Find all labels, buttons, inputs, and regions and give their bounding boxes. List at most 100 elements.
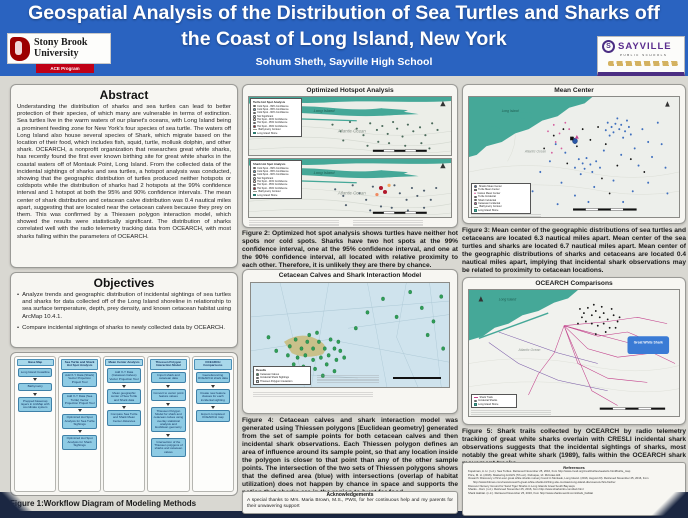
reference-item: Kopelman, A. H. (n.d.). Sea Turtles. Ret… xyxy=(468,469,631,473)
trail-marker xyxy=(474,397,478,398)
cetacean-marker xyxy=(474,202,477,205)
contour-marker xyxy=(253,129,257,131)
shore-marker xyxy=(474,209,477,212)
objective-1-text: Analyze trends and geographic distributi… xyxy=(22,292,231,320)
author-byline: Sohum Sheth, Sayville High School xyxy=(255,56,433,68)
workflow-header: OCEARCH Comparisons xyxy=(194,359,232,370)
south-fork xyxy=(380,170,419,178)
scale-bar-segment xyxy=(405,149,417,152)
notsig-marker xyxy=(253,177,256,180)
legend-label: Cold Spot - 99% Confidence xyxy=(257,104,289,108)
stony-brook-shield-icon xyxy=(10,36,30,61)
scale-bar-segment xyxy=(383,149,395,152)
shore-marker xyxy=(474,403,477,406)
scale-bar xyxy=(393,376,441,379)
legend-label: Hot Spot - 99% Confidence xyxy=(257,186,288,190)
shark-legend: Shark Hot Spot Analysis Cold Spot - 99% … xyxy=(250,160,302,199)
arrow-down-icon xyxy=(122,384,127,388)
acknowledgements-panel: Acknowledgements A special thanks to Mrs… xyxy=(242,491,458,514)
legend-label: Cold Spot - 90% Confidence xyxy=(257,173,289,177)
cold90-marker xyxy=(253,173,256,177)
arrow-down-icon xyxy=(210,405,215,409)
legend-label: Cold Spot - 99% Confidence xyxy=(257,166,289,170)
map-callout-box xyxy=(627,336,670,355)
workflow-header: Thiessen Polygon Interaction Model xyxy=(149,359,188,370)
ocearch-legend: Shark Trails Incidental Sharks Long Isla… xyxy=(471,393,517,408)
north-arrow-icon xyxy=(440,162,446,169)
island-blob xyxy=(488,126,500,132)
ocearch-map-graphic: Great White Shark Long Island Atlantic O… xyxy=(469,290,679,410)
scale-bar-segment xyxy=(585,208,599,211)
objectives-panel: Objectives • Analyze trends and geograph… xyxy=(10,272,238,348)
legend-label: Not Significant xyxy=(257,114,274,118)
callout-label-line1: Great White Shark xyxy=(634,340,663,344)
ocean-label: Atlantic Ocean xyxy=(337,191,367,196)
ace-program-banner: ACE Program xyxy=(36,64,94,73)
shark-trail-lines xyxy=(528,317,676,406)
ocean-label: Atlantic Ocean xyxy=(518,348,541,352)
notsig-marker xyxy=(253,115,256,118)
stony-brook-name-line2: University xyxy=(34,47,79,59)
hot99-marker xyxy=(253,187,256,190)
workflow-step: Long Island Coastline xyxy=(18,368,53,377)
workflow-header: Base Map xyxy=(16,359,54,367)
interaction-model-map: Results Cetacean Calves Incidental Shark… xyxy=(250,282,450,388)
shark-hotspot-dots xyxy=(375,183,391,197)
workflow-step: Add X-Y Data (Cetacean Calves) Vector Pr… xyxy=(106,368,142,384)
island-blob xyxy=(516,112,534,119)
turtle-legend-title: Turtle Hot Spot Analysis xyxy=(253,100,286,104)
legend-label: Cold Spot - 95% Confidence xyxy=(257,107,289,111)
references-heading: References xyxy=(563,465,585,470)
mean-center-map: Long Island Atlantic Ocean Sharks Mean C… xyxy=(468,96,680,218)
legend-label: Long Island Shore xyxy=(478,402,499,406)
hot95-marker xyxy=(253,121,256,125)
legend-label: Bathymetry Contour xyxy=(479,205,502,209)
north-arrow-icon xyxy=(665,101,670,107)
ocean-label: Atlantic Ocean xyxy=(524,150,546,154)
scale-bar-segment xyxy=(405,211,417,214)
abstract-body: Understanding the distribution of sharks… xyxy=(17,104,231,240)
workflow-header: Mean Center Analysis xyxy=(105,359,143,367)
map-credits-text xyxy=(249,220,339,226)
hot99-marker xyxy=(253,125,256,128)
title-banner: Geospatial Analysis of the Distribution … xyxy=(0,0,688,76)
turtle-hotspot-map: Long Island Atlantic Ocean Turtle Hot Sp… xyxy=(248,96,452,156)
turtle-legend: Turtle Hot Spot Analysis Cold Spot - 99%… xyxy=(250,98,302,137)
arrow-down-icon xyxy=(166,402,171,406)
incidental-marker xyxy=(474,399,477,403)
acknowledgements-heading: Acknowledgements xyxy=(326,492,374,498)
island-label: Long Island xyxy=(499,297,517,301)
photo-corner-shadow xyxy=(0,492,40,518)
workflow-step: Bathymetry xyxy=(18,382,53,392)
reference-item: Price, M. H. (2016). Mastering ArcGIS (7… xyxy=(468,472,561,477)
cetacean-incidental-dots xyxy=(547,121,571,154)
mean-center-markers xyxy=(570,135,579,144)
legend-label: Shark Incidental xyxy=(478,198,497,202)
legend-label: Cetacean Incidental xyxy=(478,201,501,205)
legend-label: Bathymetry Contour xyxy=(258,190,281,194)
sayville-subtitle: PUBLIC SCHOOLS xyxy=(620,53,668,57)
figure2-caption: Figure 2: Optimized hot spot analysis sh… xyxy=(242,230,458,269)
workflow-column-meancenter: Mean Center Analysis Add X-Y Data (Cetac… xyxy=(102,356,146,492)
objective-item: • Compare incidental sightings of sharks… xyxy=(11,323,237,334)
legend-label: Calves Mean Center xyxy=(477,191,501,195)
figure2-title: Optimized Hotspot Analysis xyxy=(306,87,394,94)
arrow-down-icon xyxy=(77,409,82,413)
sayville-monogram-icon: S xyxy=(602,40,615,53)
legend-label: Incidental Shark Sightings xyxy=(260,376,289,380)
shark-legend-title: Shark Hot Spot Analysis xyxy=(253,162,286,166)
arrow-down-icon xyxy=(33,392,38,396)
workflow-step: Prepped basemap layers in ArcMap with co… xyxy=(18,397,53,413)
workflow-step: Compare Sea Turtle and Shark Mean Center… xyxy=(106,410,142,426)
secondary-trail-lines xyxy=(488,331,608,392)
incidental-shark-dots xyxy=(577,303,621,336)
workflow-step: Export completed OCEARCH map xyxy=(195,410,231,423)
legend-label: Hot Spot - 95% Confidence xyxy=(257,121,288,125)
arrow-down-icon xyxy=(166,384,171,388)
bathymetry-contours xyxy=(469,358,679,393)
legend-label: Turtle Mean Center xyxy=(478,188,500,192)
results-legend-title: Results xyxy=(256,368,267,373)
long-island-land xyxy=(469,97,593,157)
scale-bar xyxy=(372,211,427,214)
